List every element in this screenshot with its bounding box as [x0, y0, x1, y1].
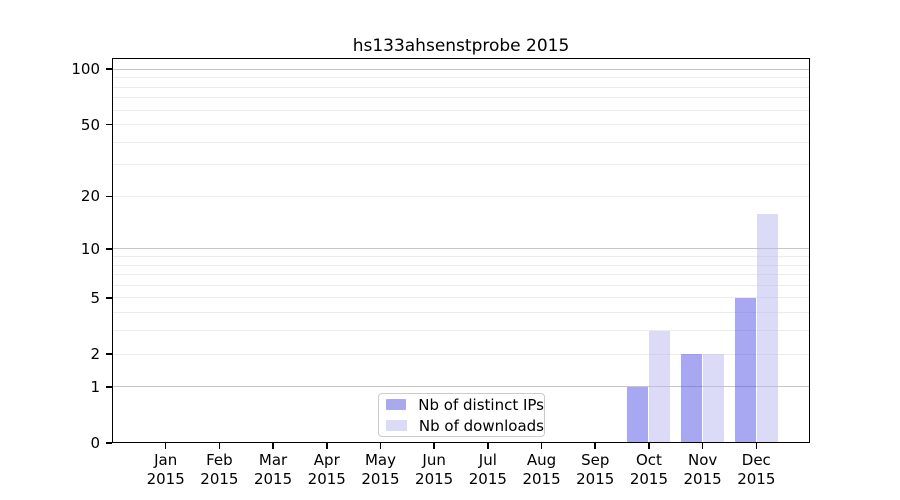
gridline-minor [112, 312, 810, 314]
bar-downloads [756, 213, 778, 443]
gridline-minor [112, 353, 810, 355]
gridline-minor [112, 195, 810, 197]
legend-label-downloads: Nb of downloads [418, 416, 544, 435]
x-axis-month-name: Apr [313, 451, 340, 469]
gridline-minor [112, 109, 810, 111]
gridline-minor [112, 77, 810, 79]
y-axis-tick-mark [106, 195, 112, 198]
gridline-major [112, 248, 810, 250]
legend-box: Nb of distinct IPs Nb of downloads [378, 393, 545, 437]
gridline-minor [112, 330, 810, 332]
x-axis-year: 2015 [576, 470, 615, 488]
y-axis-tick-label: 1 [90, 377, 100, 396]
x-axis-tick-mark [433, 443, 435, 449]
x-axis-month-name: Sep [581, 451, 610, 469]
x-axis-month-label: May 2015 [361, 451, 399, 489]
x-axis-month-label: Jun 2015 [415, 451, 453, 489]
gridline-minor [112, 256, 810, 257]
legend-item-distinct-ips: Nb of distinct IPs [386, 395, 544, 414]
x-axis-year: 2015 [253, 470, 293, 488]
x-axis-year: 2015 [146, 470, 185, 488]
y-axis-tick-mark [106, 386, 112, 388]
x-axis-year: 2015 [200, 470, 239, 488]
x-axis-month-label: Apr 2015 [308, 451, 346, 489]
gridline-minor [112, 124, 810, 126]
x-axis-tick-mark [218, 443, 221, 449]
gridline-minor [112, 284, 810, 286]
x-axis-month-name: May [364, 451, 396, 469]
legend-item-downloads: Nb of downloads [386, 416, 544, 435]
x-axis-year: 2015 [683, 470, 722, 488]
x-axis-year: 2015 [361, 470, 400, 488]
x-axis-month-label: Jul 2015 [469, 451, 507, 489]
y-axis-tick-label: 20 [80, 187, 100, 206]
x-axis-year: 2015 [629, 470, 669, 488]
x-axis-month-name: Jun [422, 451, 446, 469]
bar-downloads [703, 354, 725, 443]
x-axis-tick-mark [755, 443, 758, 449]
gridline-minor [112, 264, 810, 266]
x-axis-month-name: Feb [206, 451, 233, 469]
x-axis-tick-mark [487, 443, 489, 449]
y-axis-tick-label: 50 [80, 115, 100, 134]
legend-swatch-downloads-icon [386, 420, 407, 431]
y-axis-tick-mark [106, 123, 112, 126]
gridline-minor [112, 274, 810, 276]
bar-distinct-ips [627, 386, 649, 443]
x-axis-tick-mark [648, 443, 650, 449]
x-axis-month-name: Jul [478, 451, 497, 469]
x-axis-tick-mark [379, 443, 382, 449]
x-axis-tick-mark [701, 443, 704, 449]
x-axis-month-label: Dec 2015 [737, 451, 775, 489]
x-axis-year: 2015 [415, 470, 454, 488]
y-axis-tick-mark [106, 442, 112, 444]
gridline-minor [112, 141, 810, 143]
x-axis-month-name: Nov [687, 451, 718, 469]
x-axis-month-label: Mar 2015 [254, 451, 292, 489]
y-axis-tick-label: 0 [90, 434, 100, 452]
x-axis-year: 2015 [522, 470, 561, 488]
legend-label-distinct-ips: Nb of distinct IPs [418, 395, 544, 414]
x-axis-month-name: Dec [741, 451, 771, 469]
y-axis-tick-label: 2 [90, 345, 100, 364]
gridline-major [112, 68, 810, 70]
x-axis-month-name: Mar [258, 451, 288, 469]
x-axis-month-label: Jan 2015 [147, 451, 185, 489]
x-axis-month-label: Sep 2015 [576, 451, 614, 489]
x-axis-tick-mark [594, 443, 596, 449]
gridline-minor [112, 86, 810, 88]
x-axis-month-name: Jan [154, 451, 178, 469]
y-axis-tick-label: 5 [90, 288, 100, 307]
y-axis-tick-mark [106, 353, 112, 355]
x-axis-year: 2015 [737, 470, 776, 488]
x-axis-month-label: Feb 2015 [200, 451, 238, 489]
y-axis-tick-label: 100 [71, 60, 100, 79]
x-axis-tick-mark [272, 443, 274, 449]
y-axis-tick-mark [106, 297, 112, 299]
bar-distinct-ips [734, 297, 756, 443]
chart-title: hs133ahsenstprobe 2015 [352, 36, 570, 56]
plot-area-border [112, 58, 810, 443]
gridline-minor [112, 97, 810, 99]
bar-downloads [649, 330, 671, 443]
x-axis-month-label: Aug 2015 [522, 451, 560, 489]
legend-swatch-distinct-ips-icon [386, 399, 407, 410]
y-axis-tick-label: 10 [80, 239, 100, 258]
gridline-minor [112, 164, 810, 166]
x-axis-month-label: Nov 2015 [684, 451, 722, 489]
x-axis-month-name: Oct [635, 451, 662, 469]
x-axis-tick-mark [164, 443, 167, 449]
x-axis-tick-mark [540, 443, 543, 449]
y-axis-tick-mark [106, 68, 112, 70]
x-axis-tick-mark [326, 443, 328, 449]
x-axis-month-name: Aug [526, 451, 557, 469]
gridline-minor [112, 297, 810, 299]
x-axis-year: 2015 [468, 470, 507, 488]
x-axis-year: 2015 [307, 470, 346, 488]
gridline-major [112, 386, 810, 388]
x-axis-month-label: Oct 2015 [630, 451, 668, 489]
bar-distinct-ips [681, 354, 703, 443]
y-axis-tick-mark [106, 248, 112, 250]
